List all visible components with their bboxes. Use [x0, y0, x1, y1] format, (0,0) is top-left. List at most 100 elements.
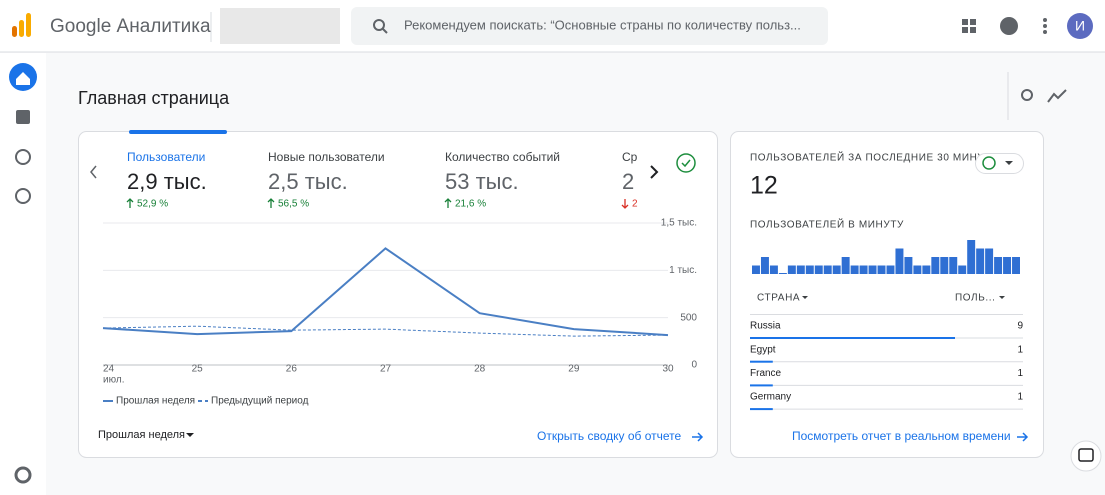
minute-bar — [877, 265, 886, 274]
report-link[interactable]: Открыть сводку об отчете — [537, 429, 682, 443]
dropdown-arrow — [1005, 161, 1013, 165]
minute-bar — [922, 265, 931, 274]
x-tick-label: 29 — [568, 364, 580, 375]
tabs-prev[interactable] — [90, 165, 97, 179]
minute-bar — [913, 265, 922, 274]
metric-tabs: Пользователи 2,9 тыс. 52,9 % Новые пользова… — [126, 150, 638, 210]
line-chart: 0 500 1 тыс. 1,5 тыс. 24 25 26 27 28 29 30 июл. Прош… — [102, 218, 697, 407]
change-arrow — [126, 198, 134, 208]
dropdown-arrow — [186, 433, 194, 437]
more-icon[interactable] — [1043, 18, 1047, 34]
y-tick-label: 500 — [680, 312, 697, 323]
minute-bar — [787, 265, 796, 274]
metric-value: 53 тыс. — [445, 169, 519, 194]
account-selector[interactable] — [220, 8, 340, 44]
minute-bar — [1012, 257, 1020, 274]
nav-explore[interactable] — [15, 149, 31, 165]
minute-bar — [895, 248, 904, 274]
x-tick-label: 24 — [103, 364, 115, 375]
link-arrow — [1017, 432, 1029, 442]
minute-bar — [850, 265, 859, 274]
status-check — [681, 159, 691, 168]
users-bar — [750, 360, 773, 363]
logo — [12, 13, 31, 37]
x-sub-label: июл. — [103, 375, 124, 386]
per-minute-label: ПОЛЬЗОВАТЕЛЕЙ В МИНУТУ — [750, 218, 904, 231]
series-line — [102, 325, 669, 337]
minute-bar — [985, 248, 994, 274]
feedback-button[interactable] — [1070, 440, 1102, 472]
x-tick-label: 25 — [192, 364, 204, 375]
help-icon[interactable] — [1000, 17, 1018, 35]
minute-bar — [904, 257, 913, 274]
avatar[interactable] — [1067, 13, 1093, 39]
minute-bar — [931, 257, 940, 274]
change-arrow — [621, 199, 629, 209]
feedback-icon — [1078, 448, 1094, 462]
minute-bar — [841, 257, 850, 274]
minute-bar — [886, 265, 895, 274]
change-arrow — [444, 198, 452, 208]
metric-label: Ср — [622, 150, 638, 164]
metric-value: 2,5 тыс. — [268, 169, 348, 194]
search-placeholder: Рекомендуем поискать: “Основные страны п… — [404, 17, 801, 32]
x-tick-label: 27 — [380, 364, 392, 375]
metric-change: 52,9 % — [137, 199, 168, 210]
minute-bar — [778, 273, 787, 274]
realtime-link[interactable]: Посмотреть отчет в реальном времени — [792, 429, 1011, 443]
minute-bar — [967, 240, 976, 274]
nav-advertising[interactable] — [15, 188, 31, 204]
metric-label: Количество событий — [445, 150, 560, 164]
x-tick-label: 26 — [286, 364, 298, 375]
minute-bar — [949, 257, 958, 274]
home-icon — [16, 72, 30, 85]
active-tab-indicator — [129, 130, 227, 134]
minute-bar — [752, 265, 760, 274]
search-box[interactable] — [351, 7, 828, 45]
users-bar — [750, 384, 773, 387]
minute-bar — [976, 248, 985, 274]
nav-reports[interactable] — [16, 110, 30, 124]
overview-card — [78, 131, 718, 458]
x-tick-label: 30 — [662, 364, 674, 375]
country: Russia — [750, 321, 781, 332]
sidebar — [0, 53, 46, 495]
minute-bar — [940, 257, 949, 274]
realtime-card — [730, 131, 1044, 458]
realtime-value: 12 — [750, 172, 778, 200]
change-arrow — [267, 198, 275, 208]
series-line — [102, 247, 669, 337]
period-selector[interactable]: Прошлая неделя — [98, 429, 185, 441]
legend-label: Прошлая неделя — [116, 396, 195, 407]
apps-icon[interactable] — [962, 19, 976, 33]
insights-icon[interactable] — [1021, 89, 1033, 101]
nav-settings[interactable] — [14, 466, 32, 484]
sort-arrow — [999, 296, 1005, 299]
y-tick-label: 1,5 тыс. — [661, 218, 697, 229]
brand: Google Аналитика — [50, 16, 211, 37]
metric-label: Новые пользователи — [268, 150, 385, 164]
metric-value: 2 — [622, 169, 634, 194]
minute-bar — [868, 265, 877, 274]
users: 1 — [1017, 368, 1023, 379]
users: 9 — [1017, 321, 1023, 332]
status-icon[interactable] — [676, 153, 696, 173]
trend-icon[interactable] — [1047, 89, 1067, 103]
metric-change: 21,6 % — [455, 199, 486, 210]
minute-bar — [994, 257, 1003, 274]
minute-bar — [805, 265, 814, 274]
minute-bar — [832, 265, 841, 274]
country: Egypt — [750, 344, 776, 355]
metric-change: 2 — [632, 199, 638, 210]
minute-bar — [760, 257, 769, 274]
country: Germany — [750, 392, 791, 403]
y-tick-label: 0 — [691, 360, 697, 371]
y-tick-label: 1 тыс. — [669, 265, 697, 276]
tabs-next[interactable] — [650, 165, 659, 179]
minute-bar — [769, 265, 778, 274]
users: 1 — [1017, 392, 1023, 403]
x-tick-label: 28 — [474, 364, 486, 375]
users-bar — [750, 408, 773, 411]
users-bar — [750, 337, 955, 339]
